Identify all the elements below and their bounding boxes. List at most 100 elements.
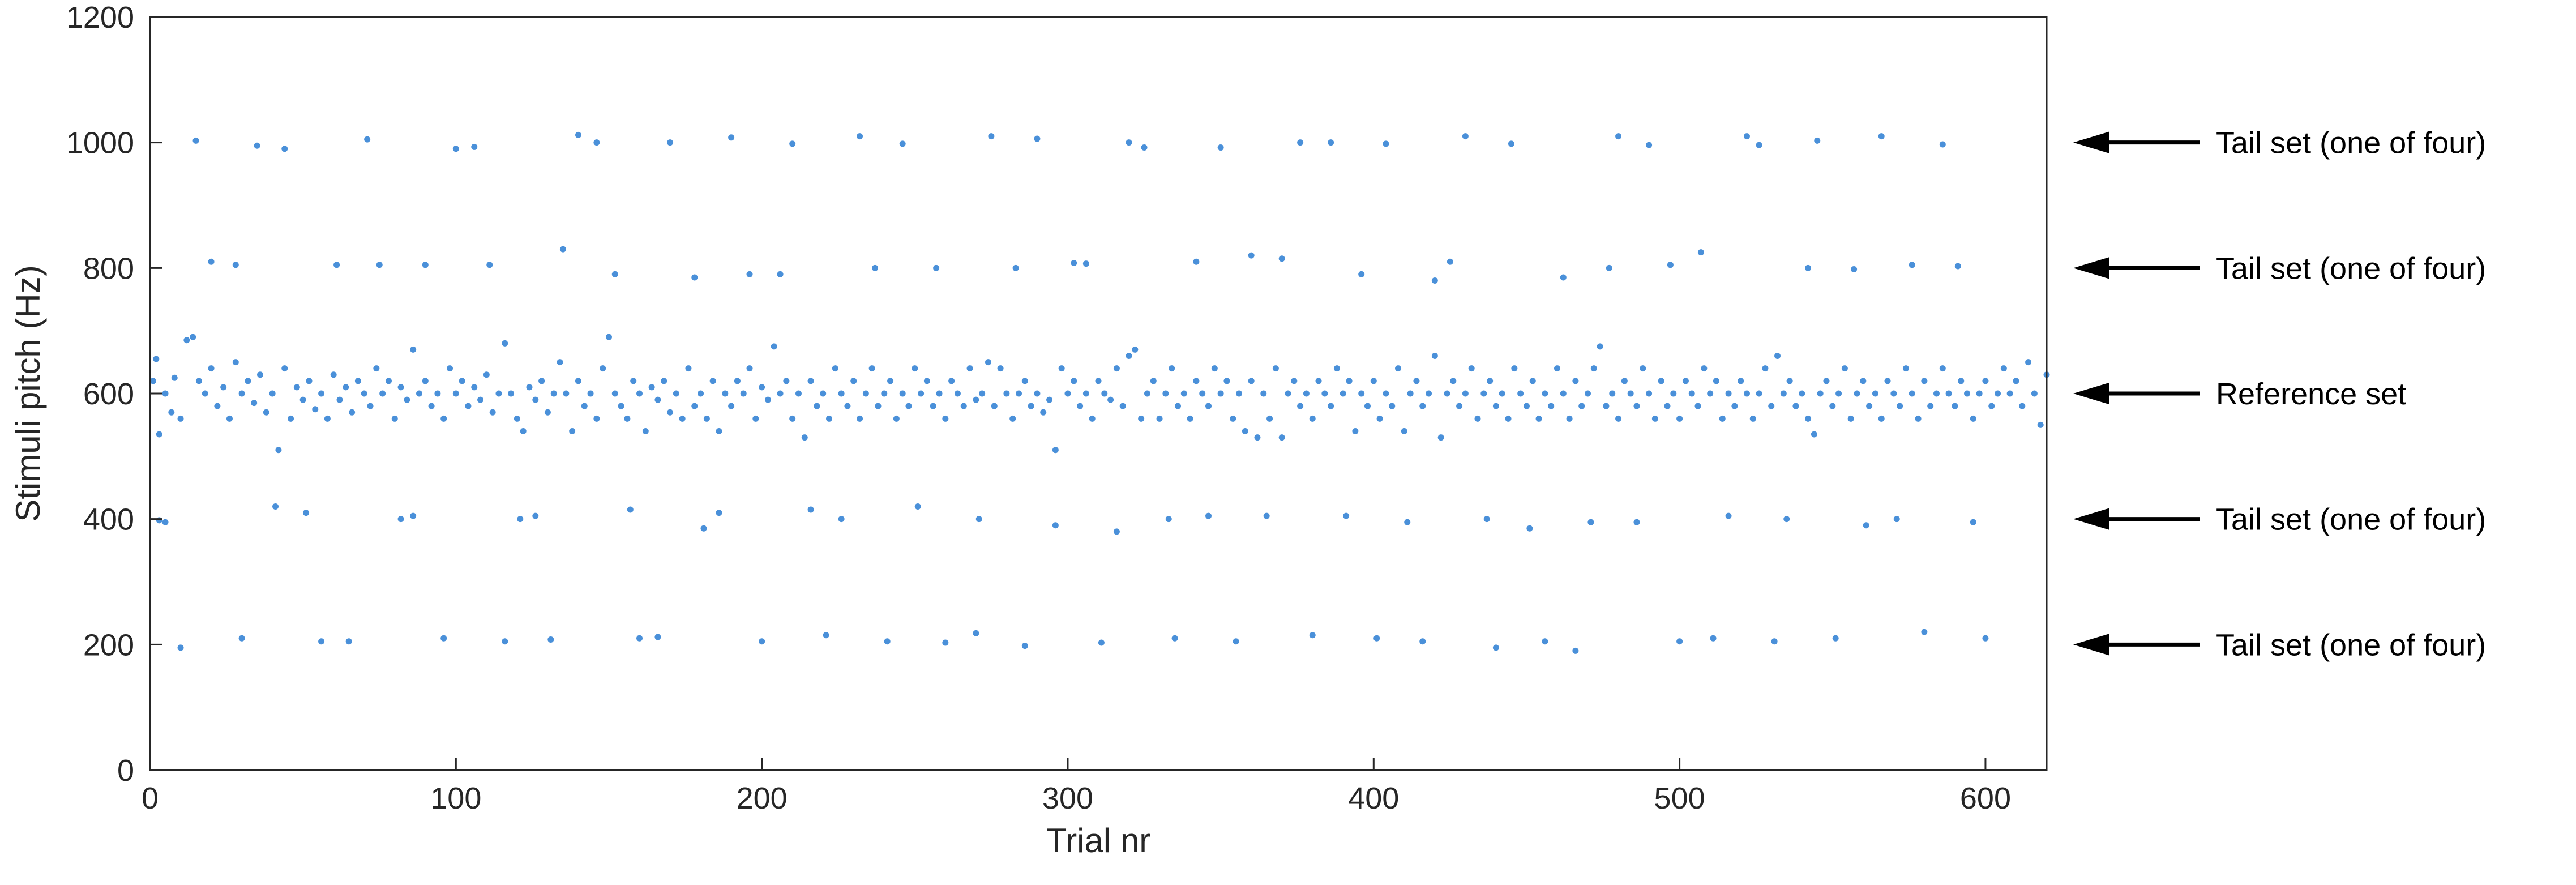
- data-point: [1012, 264, 1019, 271]
- data-point: [1939, 365, 1946, 372]
- data-point: [1633, 403, 1640, 409]
- data-point: [988, 133, 995, 140]
- data-point: [575, 378, 581, 384]
- data-point: [376, 262, 383, 268]
- data-point: [1046, 396, 1053, 403]
- data-point: [740, 390, 747, 397]
- data-point: [1407, 390, 1414, 397]
- data-point: [823, 632, 829, 639]
- x-tick-label: 0: [142, 781, 159, 815]
- data-point: [654, 634, 661, 640]
- data-point: [293, 384, 300, 391]
- data-point: [1278, 434, 1285, 441]
- data-point: [611, 390, 618, 397]
- data-point: [1285, 390, 1291, 397]
- data-point: [208, 365, 215, 372]
- data-point: [1119, 403, 1126, 409]
- data-point: [979, 390, 986, 397]
- data-point: [538, 378, 545, 384]
- data-point: [868, 365, 875, 372]
- data-point: [1499, 390, 1505, 397]
- data-point: [514, 415, 520, 422]
- data-point: [416, 390, 422, 397]
- data-point: [1487, 378, 1494, 384]
- data-point: [195, 378, 202, 384]
- data-point: [1933, 390, 1940, 397]
- data-point: [361, 390, 367, 397]
- data-point: [820, 390, 827, 397]
- data-point: [367, 403, 374, 409]
- data-point: [1725, 512, 1732, 519]
- data-point: [942, 415, 949, 422]
- data-point: [850, 378, 857, 384]
- data-point: [1328, 403, 1334, 409]
- data-point: [1792, 403, 1799, 409]
- data-point: [1554, 365, 1560, 372]
- data-point: [336, 396, 343, 403]
- data-point: [832, 365, 838, 372]
- data-point: [881, 390, 888, 397]
- data-point: [912, 365, 918, 372]
- data-point: [1909, 262, 1915, 268]
- data-point: [1805, 415, 1812, 422]
- data-point: [1260, 390, 1267, 397]
- data-point: [1548, 403, 1555, 409]
- data-point: [1040, 409, 1047, 416]
- data-point: [1768, 403, 1775, 409]
- data-point: [1297, 403, 1304, 409]
- data-point: [857, 415, 863, 422]
- data-point: [1230, 415, 1236, 422]
- data-point: [1866, 403, 1873, 409]
- data-point: [483, 371, 490, 378]
- data-point: [593, 415, 600, 422]
- data-point: [1640, 365, 1646, 372]
- data-point: [1383, 140, 1389, 147]
- data-point: [272, 503, 279, 510]
- data-point: [759, 384, 765, 391]
- data-point: [1897, 403, 1903, 409]
- data-point: [997, 365, 1004, 372]
- data-point: [1697, 249, 1704, 256]
- data-point: [168, 409, 175, 416]
- data-point: [312, 406, 319, 413]
- data-point: [783, 378, 790, 384]
- data-point: [1028, 403, 1034, 409]
- data-point: [1566, 415, 1573, 422]
- data-point: [1193, 258, 1200, 265]
- data-point: [1162, 390, 1169, 397]
- data-point: [1474, 415, 1481, 422]
- data-point: [795, 390, 802, 397]
- data-point: [547, 636, 554, 643]
- data-point: [673, 390, 679, 397]
- data-point: [1771, 638, 1778, 645]
- data-point: [587, 390, 594, 397]
- data-point: [1995, 390, 2001, 397]
- data-point: [893, 415, 900, 422]
- data-point: [1835, 390, 1842, 397]
- data-point: [862, 390, 869, 397]
- data-point: [1303, 390, 1310, 397]
- data-point: [1358, 271, 1365, 277]
- data-point: [1171, 635, 1178, 642]
- data-point: [364, 136, 371, 143]
- data-point: [220, 384, 227, 391]
- data-point: [1780, 390, 1787, 397]
- arrow-left-icon: [2073, 131, 2109, 153]
- data-point: [502, 638, 508, 645]
- data-point: [1783, 516, 1790, 523]
- data-point: [557, 359, 563, 366]
- x-tick-label: 400: [1348, 781, 1399, 815]
- annotation: Tail set (one of four): [2073, 251, 2486, 285]
- data-point: [1095, 378, 1102, 384]
- data-point: [1670, 390, 1677, 397]
- data-point: [899, 390, 906, 397]
- data-point: [1921, 378, 1928, 384]
- data-point: [486, 262, 493, 268]
- data-point: [857, 133, 863, 140]
- data-point: [2000, 365, 2007, 372]
- data-point: [1248, 252, 1255, 259]
- data-point: [251, 400, 258, 407]
- data-point: [709, 378, 716, 384]
- data-point: [752, 415, 759, 422]
